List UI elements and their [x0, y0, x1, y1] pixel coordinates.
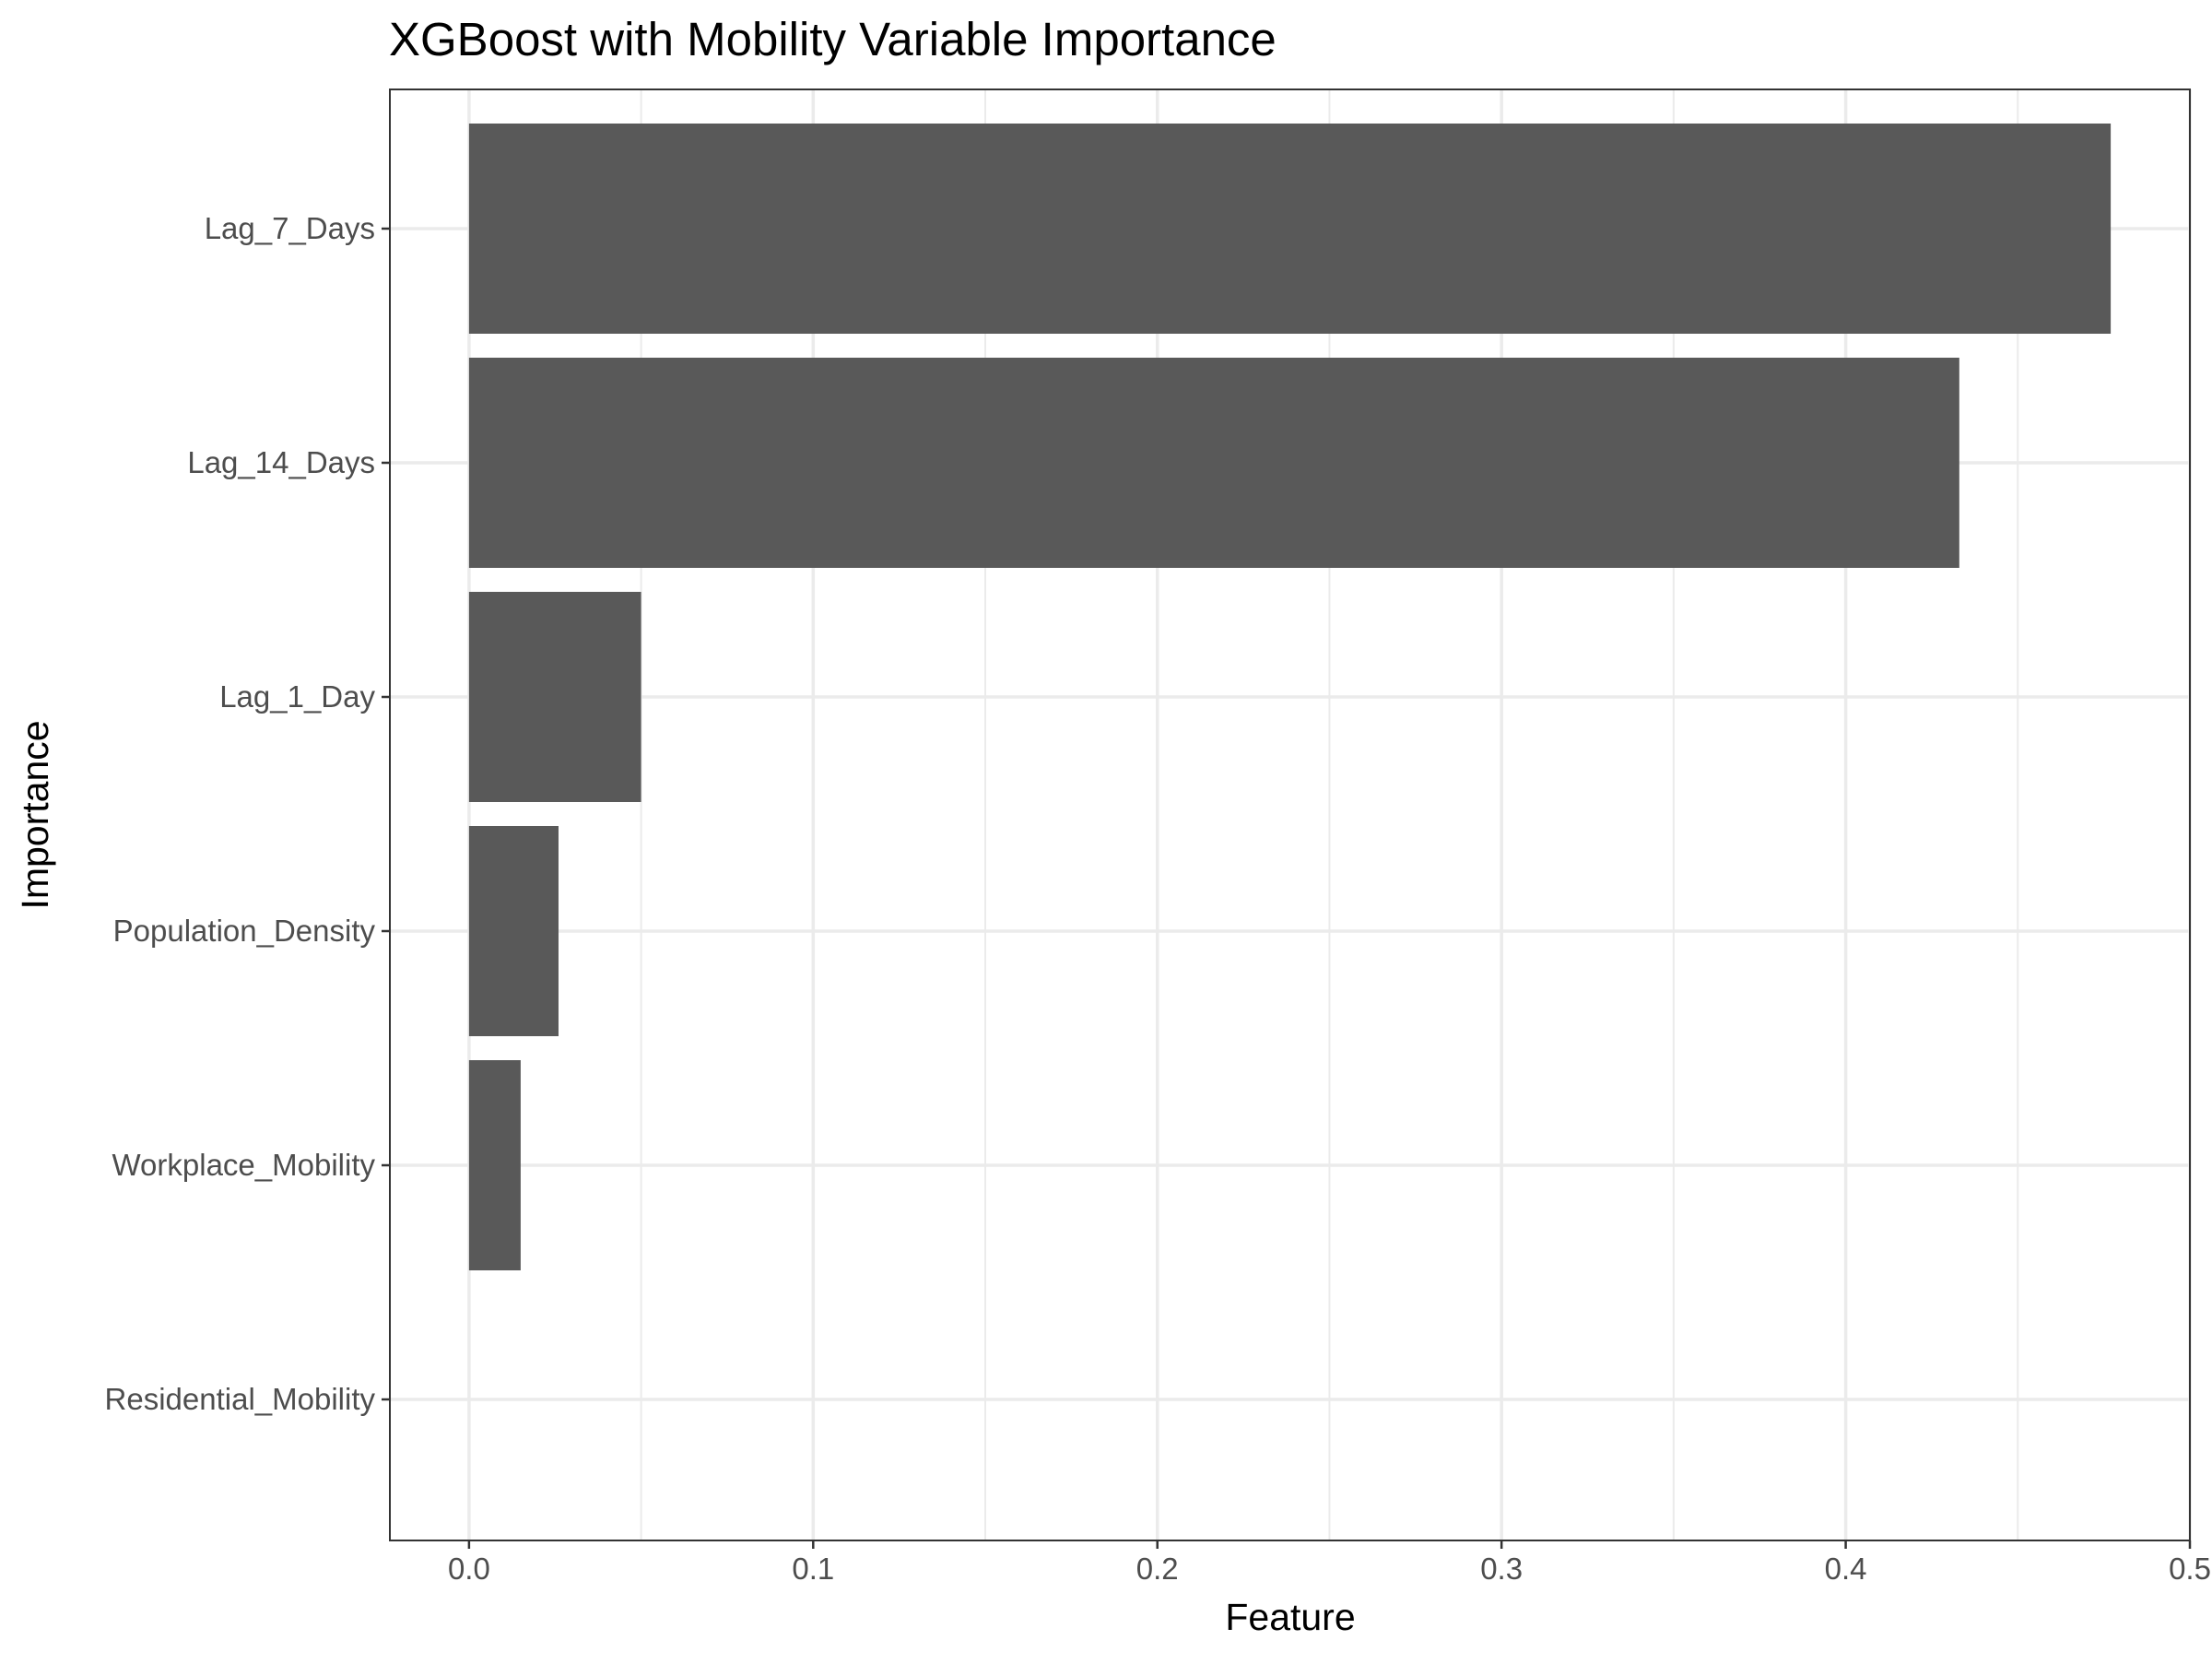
y-tick-label: Lag_14_Days	[187, 445, 375, 479]
bar-workplace-mobility	[468, 1060, 521, 1270]
x-tick-label: 0.5	[2169, 1552, 2211, 1586]
bar-lag-14-days	[468, 358, 1959, 568]
chart-title: XGBoost with Mobility Variable Importanc…	[389, 13, 1277, 65]
x-axis: 0.0 0.1 0.2 0.3 0.4 0.5	[448, 1540, 2211, 1586]
x-tick-label: 0.0	[448, 1552, 490, 1586]
bars	[468, 124, 2112, 1270]
x-tick-label: 0.4	[1825, 1552, 1867, 1586]
bar-population-density	[468, 826, 559, 1036]
bar-lag-1-day	[468, 592, 641, 802]
y-axis-title: Importance	[14, 720, 56, 909]
y-tick-label: Residential_Mobility	[105, 1382, 376, 1416]
x-tick-label: 0.1	[792, 1552, 834, 1586]
panel-border	[389, 89, 2191, 1541]
x-tick-label: 0.3	[1480, 1552, 1523, 1586]
y-tick-label: Workplace_Mobility	[112, 1148, 376, 1182]
y-tick-label: Population_Density	[113, 914, 376, 948]
y-tick-label: Lag_1_Day	[219, 679, 375, 714]
y-axis: Lag_7_Days Lag_14_Days Lag_1_Day Population…	[105, 211, 390, 1416]
bar-lag-7-days	[468, 124, 2112, 334]
x-axis-title: Feature	[1225, 1596, 1355, 1638]
y-tick-label: Lag_7_Days	[205, 211, 375, 245]
x-tick-label: 0.2	[1136, 1552, 1179, 1586]
